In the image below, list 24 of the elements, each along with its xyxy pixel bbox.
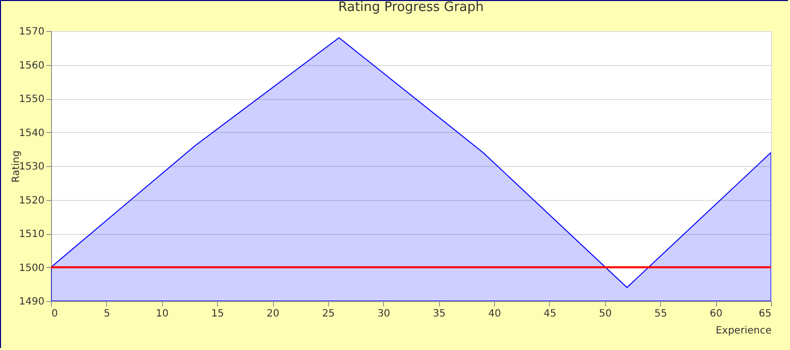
x-tick-label: 15 [211,308,224,320]
y-tick-label: 1490 [19,296,44,308]
x-tick-label: 50 [598,308,612,320]
y-tick-label: 1500 [19,262,44,274]
x-tick-label: 60 [710,308,722,320]
x-tick-label: 5 [104,308,110,320]
y-tick-label: 1510 [19,229,44,240]
x-axis-title: Experience [716,326,772,336]
x-tick-label: 45 [544,308,556,320]
y-tick-label: 1520 [19,195,44,206]
y-tick-label: 1560 [19,60,44,72]
x-tick-label: 35 [432,308,446,320]
y-tick-label: 1540 [19,128,44,139]
y-tick-label: 1570 [19,26,44,38]
x-tick-label: 20 [266,308,280,320]
x-tick-label: 65 [758,308,772,320]
x-tick-label: 0 [52,308,58,320]
x-tick-label: 30 [377,308,390,320]
x-tick-label: 10 [156,308,169,320]
chart-title: Rating Progress Graph [338,0,484,15]
y-tick-label: 1550 [19,94,44,105]
x-tick-label: 40 [488,308,501,320]
x-tick-label: 55 [654,308,668,320]
x-tick-label: 25 [322,308,335,320]
